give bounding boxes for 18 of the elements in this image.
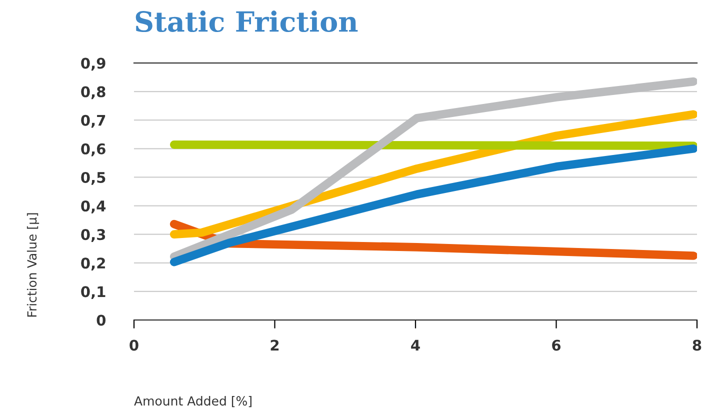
y-tick-label: 0,8: [81, 86, 106, 100]
y-axis-title: Friction Value [µ]: [26, 213, 40, 317]
y-tick-label: 0,6: [81, 143, 106, 156]
x-tick-label: 0: [130, 340, 138, 351]
y-tick-label: 0,3: [81, 229, 106, 242]
chart-title: Static Friction: [136, 10, 358, 32]
x-tick-label: 2: [270, 340, 279, 351]
x-tick-label: 8: [692, 340, 702, 351]
y-tick-label: 0,5: [81, 172, 106, 185]
y-tick-label: 0: [96, 314, 106, 326]
y-tick-label: 0,4: [81, 200, 106, 214]
y-tick-label: 0,7: [81, 114, 106, 128]
x-tick-label: 6: [552, 340, 561, 351]
y-tick-label: 0,2: [81, 258, 105, 270]
x-axis-title: Amount Added [%]: [134, 396, 252, 408]
y-tick-label: 0,9: [81, 58, 106, 71]
x-tick-label: 4: [411, 340, 420, 351]
y-tick-label: 0,1: [81, 286, 106, 300]
